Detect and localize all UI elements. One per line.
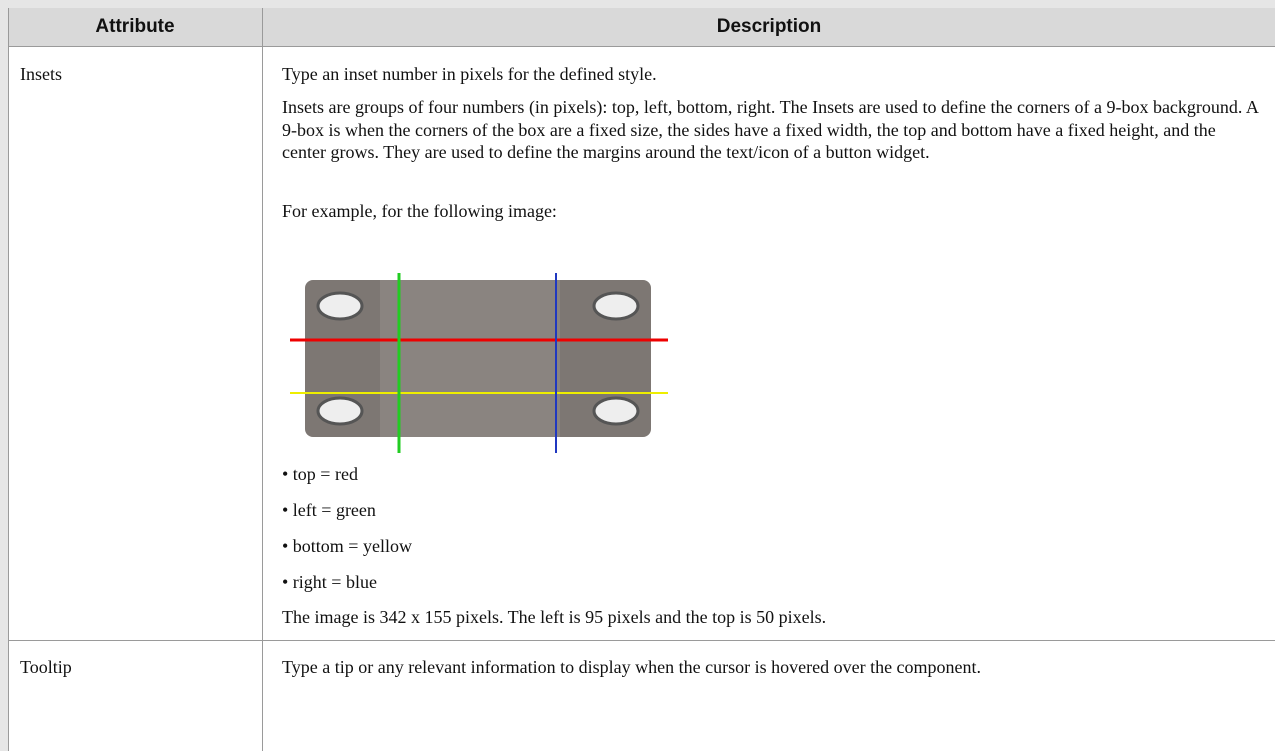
paragraph: Type an inset number in pixels for the d… xyxy=(282,64,657,84)
box-center xyxy=(380,280,560,437)
paragraph: The image is 342 x 155 pixels. The left … xyxy=(282,607,827,627)
hole xyxy=(316,291,364,321)
attribute-cell: Tooltip xyxy=(20,657,72,677)
attribute-cell: Insets xyxy=(20,64,62,84)
hole xyxy=(316,396,364,426)
header-cell: Attribute xyxy=(8,8,262,46)
paragraph: For example, for the following image: xyxy=(282,201,557,221)
border xyxy=(8,8,9,751)
bullet: • top = red xyxy=(282,464,358,484)
bullet: • bottom = yellow xyxy=(282,536,412,556)
hole xyxy=(592,396,640,426)
border xyxy=(262,8,263,751)
nine-box-image xyxy=(290,273,668,453)
paragraph: Insets are groups of four numbers (in pi… xyxy=(282,97,1258,162)
hole xyxy=(592,291,640,321)
border xyxy=(8,640,1275,641)
description-cell: Type an inset number in pixels for the d… xyxy=(282,8,1272,640)
bullet: • right = blue xyxy=(282,572,377,592)
bullet: • left = green xyxy=(282,500,376,520)
description-cell: Type a tip or any relevant information t… xyxy=(282,657,982,677)
border xyxy=(8,46,1275,47)
table: Attribute Description Insets Type an ins… xyxy=(8,8,1275,751)
header-cell: Description xyxy=(263,8,1275,46)
